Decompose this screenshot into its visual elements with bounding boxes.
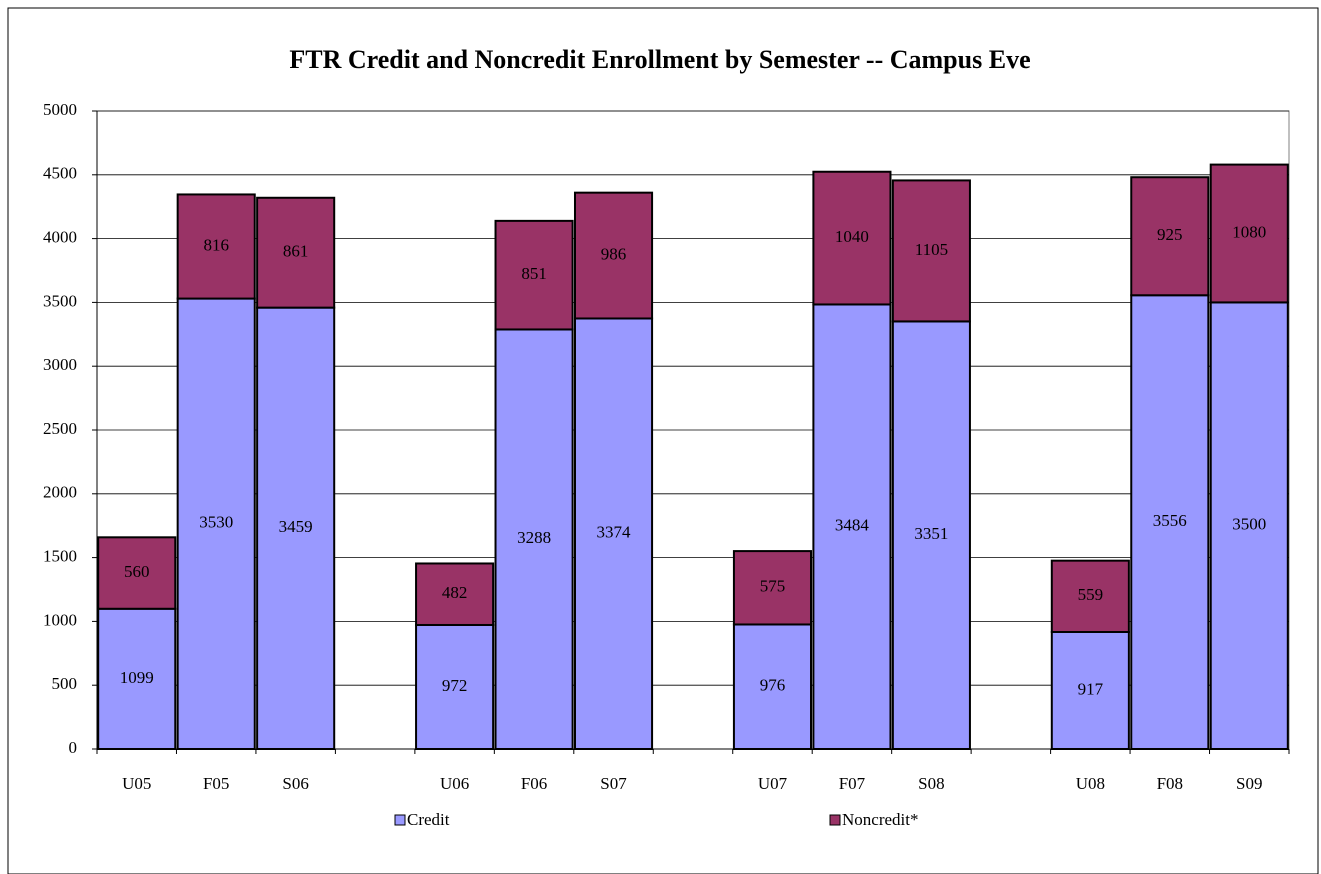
data-label: 3556 [1153, 511, 1187, 530]
data-label: 3459 [279, 517, 313, 536]
legend-label: Credit [407, 810, 450, 829]
bar-segment [97, 536, 177, 610]
bar-segment [573, 191, 654, 320]
y-tick-label: 2000 [43, 483, 77, 502]
bar-segment [573, 317, 654, 750]
y-tick-label: 5000 [43, 100, 77, 119]
x-tick-label: F08 [1157, 774, 1183, 793]
legend-swatch [829, 814, 841, 826]
data-label: 1040 [835, 227, 869, 246]
x-tick-label: S09 [1236, 774, 1262, 793]
y-tick-label: 4500 [43, 164, 77, 183]
legend-label: Noncredit* [842, 810, 918, 829]
y-tick-label: 500 [52, 674, 78, 693]
data-label: 3288 [517, 528, 551, 547]
bar-segment [732, 623, 813, 750]
x-tick-label: S06 [282, 774, 308, 793]
x-tick-label: U05 [122, 774, 151, 793]
y-tick-label: 1000 [43, 610, 77, 629]
bar-segment [1050, 559, 1130, 633]
bar-segment [1209, 301, 1289, 750]
x-tick-label: F07 [839, 774, 866, 793]
data-label: 1105 [915, 240, 948, 259]
x-tick-label: F06 [521, 774, 547, 793]
x-tick-label: S07 [600, 774, 627, 793]
data-label: 986 [601, 244, 627, 263]
bar-segment [97, 607, 177, 750]
bar-segment [1130, 176, 1210, 297]
y-tick-label: 0 [69, 738, 78, 757]
y-tick-label: 3000 [43, 355, 77, 374]
data-label: 560 [124, 562, 150, 581]
data-label: 816 [203, 235, 229, 254]
legend-swatch [394, 814, 406, 826]
x-tick-label: U06 [440, 774, 469, 793]
y-tick-label: 3500 [43, 291, 77, 310]
data-label: 3351 [914, 524, 948, 543]
x-tick-label: S08 [918, 774, 944, 793]
data-label: 3374 [597, 523, 632, 542]
data-label: 861 [283, 242, 309, 261]
data-label: 1099 [120, 668, 154, 687]
y-tick-label: 2500 [43, 419, 77, 438]
bar-segment [732, 550, 813, 626]
bar-segment [176, 193, 256, 300]
bar-segment [176, 297, 256, 750]
data-label: 559 [1078, 585, 1104, 604]
x-tick-label: U07 [758, 774, 788, 793]
bar-segment [1209, 163, 1289, 304]
bar-segment [1130, 294, 1210, 750]
data-label: 482 [442, 583, 468, 602]
x-tick-label: F05 [203, 774, 229, 793]
bar-segment [256, 196, 336, 309]
data-label: 3484 [835, 516, 870, 535]
y-tick-label: 1500 [43, 547, 77, 566]
bar-segment [494, 219, 574, 331]
data-label: 972 [442, 676, 468, 695]
bar-segment [494, 328, 574, 750]
bar-segment [1050, 630, 1130, 750]
bar-segment [256, 306, 336, 750]
y-tick-label: 4000 [43, 228, 77, 247]
bar-segment [891, 179, 971, 323]
data-label: 575 [760, 577, 786, 596]
bar-segment [891, 320, 971, 750]
bar-segment [812, 303, 892, 750]
data-label: 1080 [1232, 222, 1266, 241]
bar-segment [415, 562, 495, 626]
bar-segment [415, 623, 495, 750]
bar-segment [812, 170, 892, 306]
chart-title: FTR Credit and Noncredit Enrollment by S… [289, 45, 1030, 74]
data-label: 3530 [199, 513, 233, 532]
data-label: 925 [1157, 225, 1183, 244]
x-tick-label: U08 [1076, 774, 1105, 793]
data-label: 3500 [1232, 515, 1266, 534]
data-label: 976 [760, 676, 786, 695]
data-label: 917 [1078, 679, 1104, 698]
data-label: 851 [521, 264, 547, 283]
